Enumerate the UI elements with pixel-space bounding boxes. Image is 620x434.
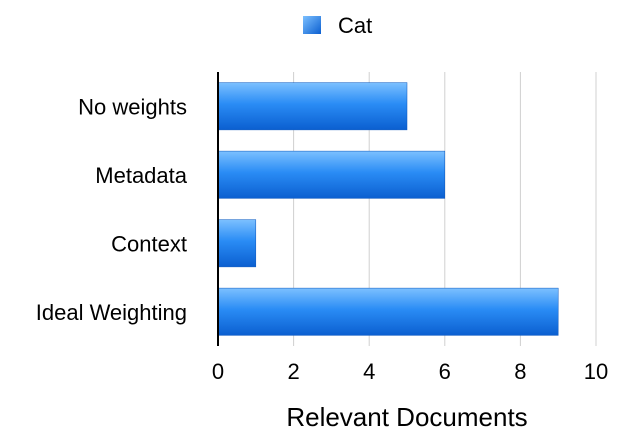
x-tick-label: 4: [363, 359, 375, 384]
x-tick-labels: 0 2 4 6 8 10: [212, 359, 608, 384]
x-tick-label: 0: [212, 359, 224, 384]
category-label: Context: [111, 231, 187, 256]
category-label: Ideal Weighting: [36, 300, 187, 325]
legend-swatch: [303, 16, 321, 34]
x-tick-label: 6: [439, 359, 451, 384]
legend: Cat: [303, 13, 372, 38]
bars: [217, 82, 559, 336]
x-tick-label: 8: [514, 359, 526, 384]
category-label: No weights: [78, 94, 187, 119]
category-labels: No weights Metadata Context Ideal Weighting: [36, 94, 188, 325]
x-tick-label: 10: [584, 359, 608, 384]
bar: [217, 82, 408, 131]
bar: [217, 219, 257, 268]
bar: [217, 287, 559, 336]
legend-label: Cat: [338, 13, 372, 38]
bar: [217, 150, 446, 199]
x-axis-title: Relevant Documents: [286, 402, 527, 432]
x-tick-label: 2: [287, 359, 299, 384]
category-label: Metadata: [95, 163, 187, 188]
